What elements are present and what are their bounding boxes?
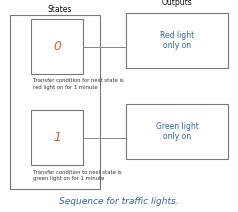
Text: Green light
only on: Green light only on	[156, 122, 199, 141]
Text: 1: 1	[53, 131, 61, 144]
Text: States: States	[47, 5, 72, 14]
Text: Transfer condition for next state is
red light on for 1 minute: Transfer condition for next state is red…	[33, 78, 124, 90]
Bar	[126, 104, 228, 159]
Bar	[31, 19, 83, 74]
Text: 0: 0	[53, 40, 61, 53]
Text: Red light
only on: Red light only on	[160, 31, 194, 50]
Text: Outputs: Outputs	[162, 0, 193, 7]
Bar	[31, 110, 83, 165]
Bar	[10, 15, 100, 189]
Text: Transfer condition to next state is
green light on for 1 minute: Transfer condition to next state is gree…	[33, 170, 122, 181]
Text: Sequence for traffic lights.: Sequence for traffic lights.	[59, 197, 179, 206]
Bar	[126, 13, 228, 68]
